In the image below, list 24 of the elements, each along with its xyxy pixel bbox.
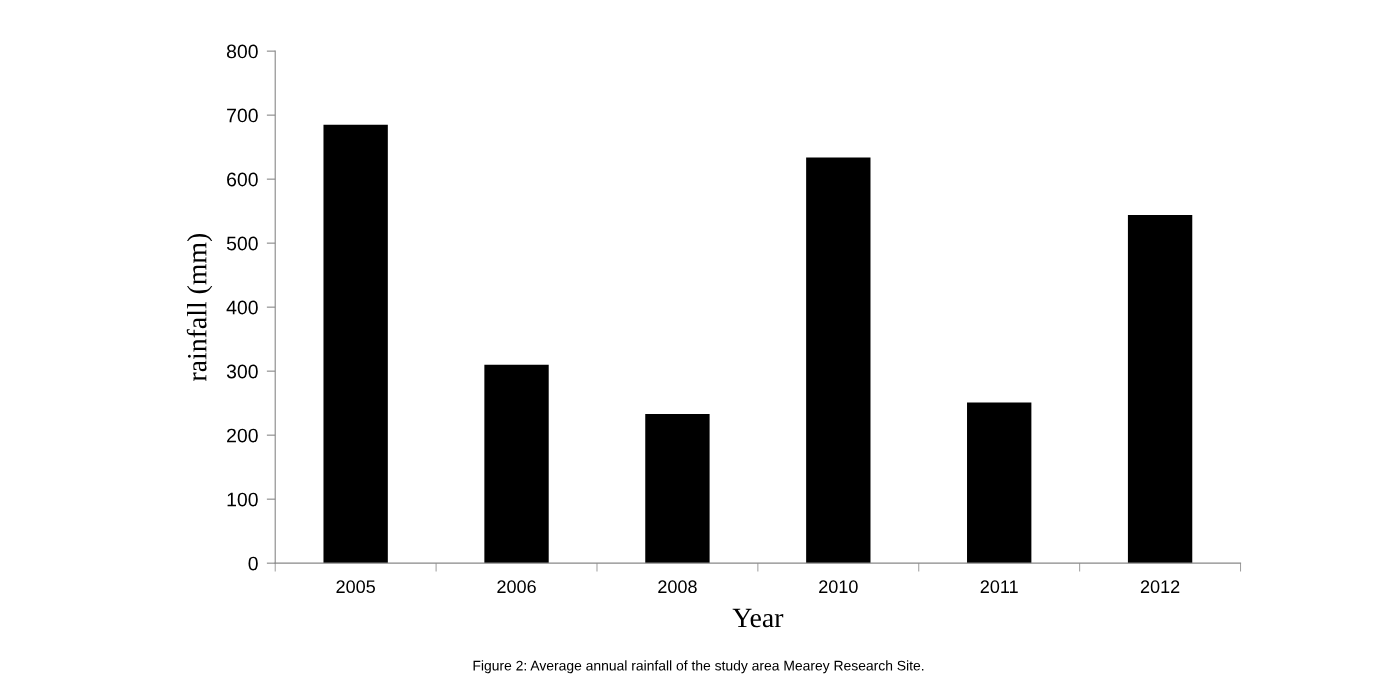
x-tick-label: 2010 [819,580,858,594]
y-tick-label: 700 [227,108,258,123]
y-tick-label: 300 [226,364,258,379]
bar [967,402,1032,564]
bar [484,364,549,564]
bar [645,414,710,564]
bar [323,124,388,564]
x-tick-label: 2008 [658,580,697,594]
y-tick-label: 0 [248,556,258,571]
x-tick-label: 2011 [980,580,1018,594]
y-tick-label: 400 [226,300,258,315]
y-tick-label: 500 [226,236,258,251]
y-axis-title: rainfall (mm) [186,233,213,382]
y-tick-label: 600 [227,172,258,187]
y-tick-label: 800 [226,44,258,59]
x-axis-title: Year [732,608,784,628]
y-tick-label: 100 [227,492,258,507]
x-tick-label: 2006 [497,580,536,594]
x-tick-label: 2005 [336,580,375,594]
caption: Figure 2: Average annual rainfall of the study area Mearey Research Site. [473,660,924,674]
x-tick-label: 2012 [1140,580,1180,594]
bar [1127,214,1193,564]
y-tick-label: 200 [227,428,258,443]
bar [806,157,871,564]
